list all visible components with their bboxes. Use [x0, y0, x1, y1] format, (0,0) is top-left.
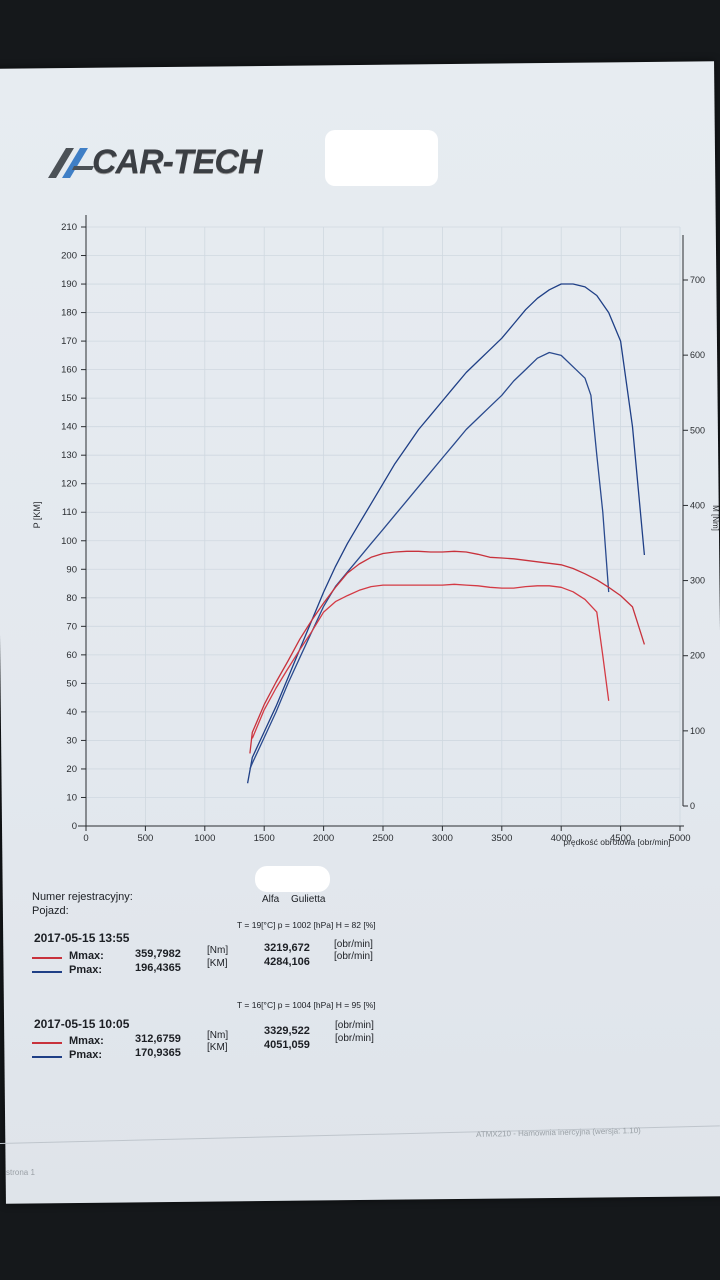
run2-mmax-unit: [Nm] — [207, 1030, 229, 1041]
y-axis-right-label: M [Nm] — [711, 505, 720, 531]
y-left-tick-label: 170 — [61, 336, 77, 347]
power-curve-1 — [246, 283, 646, 784]
y-left-tick-label: 160 — [61, 365, 77, 376]
car-tech-logo: CAR-TECH — [44, 143, 263, 182]
run2-mmax-rpm: 3329,522 — [264, 1025, 310, 1037]
x-tick-label: 500 — [137, 833, 153, 844]
y-left-tick-label: 200 — [61, 251, 77, 262]
run1-pmax-rpm: 4284,106 — [264, 956, 310, 968]
y-left-tick-label: 180 — [61, 308, 77, 319]
run1-pmax-rpm-unit: [obr/min] — [334, 951, 373, 962]
y-right-tick-label: 200 — [690, 651, 705, 661]
double-chevron-logo-icon — [48, 147, 94, 178]
power-legend-line — [32, 1056, 62, 1058]
y-left-tick-label: 40 — [66, 707, 77, 718]
run2-datetime: 2017-05-15 10:05 — [34, 1017, 130, 1031]
torque-legend-line — [32, 1042, 62, 1044]
y-left-tick-label: 70 — [66, 621, 77, 632]
y-right-tick-label: 0 — [690, 801, 695, 811]
y-right-tick-label: 600 — [690, 350, 705, 360]
y-left-tick-label: 100 — [61, 536, 77, 547]
y-axis-left-label: P [KM] — [32, 502, 42, 529]
power-curve-2 — [249, 351, 610, 770]
run2-pmax-label: Pmax: — [69, 1049, 103, 1061]
x-tick-label: 0 — [83, 833, 88, 844]
run1-pmax-label: Pmax: — [69, 964, 103, 976]
vehicle-model: Gulietta — [291, 894, 326, 905]
x-tick-label: 3000 — [432, 833, 453, 844]
y-left-tick-label: 60 — [66, 650, 77, 661]
redaction-mark — [325, 130, 438, 186]
y-left-tick-label: 50 — [66, 678, 77, 689]
x-tick-label: 5000 — [669, 833, 690, 844]
redaction-mark — [255, 866, 330, 892]
y-left-tick-label: 20 — [66, 764, 77, 775]
y-left-tick-label: 140 — [61, 422, 77, 433]
torque-curve-3 — [249, 550, 646, 754]
x-tick-label: 4000 — [551, 833, 572, 844]
y-left-tick-label: 30 — [66, 735, 77, 746]
registration-label: Numer rejestracyjny: — [32, 891, 133, 903]
run2-pmax-rpm: 4051,059 — [264, 1039, 310, 1051]
y-left-tick-label: 210 — [61, 222, 77, 233]
torque-legend-line — [32, 957, 62, 959]
x-tick-label: 2500 — [372, 833, 393, 844]
x-tick-label: 1000 — [194, 833, 215, 844]
vehicle-label: Pojazd: — [32, 905, 69, 917]
y-left-tick-label: 80 — [66, 593, 77, 604]
y-right-tick-label: 300 — [690, 576, 705, 586]
run1-pmax-unit: [KM] — [207, 958, 228, 969]
x-tick-label: 4500 — [610, 833, 631, 844]
run2-mmax-value: 312,6759 — [135, 1033, 181, 1045]
page-number: strona 1 — [6, 1168, 35, 1177]
y-left-tick-label: 190 — [61, 279, 77, 290]
run1-mmax-unit: [Nm] — [207, 945, 229, 956]
logo-text: CAR-TECH — [92, 143, 263, 181]
torque-curve-4 — [251, 583, 610, 739]
run2-conditions: T = 16[°C] p = 1004 [hPa] H = 95 [%] — [237, 1000, 376, 1010]
x-tick-label: 1500 — [254, 833, 275, 844]
run1-mmax-rpm-unit: [obr/min] — [334, 939, 373, 950]
y-left-tick-label: 110 — [62, 507, 77, 518]
y-left-tick-label: 90 — [66, 564, 77, 575]
y-left-tick-label: 130 — [61, 450, 77, 461]
y-right-tick-label: 500 — [690, 425, 705, 435]
run2-pmax-value: 170,9365 — [135, 1047, 181, 1059]
y-left-tick-label: 10 — [66, 792, 77, 803]
run2-mmax-label: Mmax: — [69, 1035, 104, 1047]
run2-pmax-rpm-unit: [obr/min] — [335, 1033, 374, 1044]
y-left-tick-label: 120 — [61, 479, 77, 490]
y-right-tick-label: 400 — [690, 500, 705, 510]
x-tick-label: 2000 — [313, 833, 334, 844]
run1-mmax-label: Mmax: — [69, 950, 104, 962]
y-right-tick-label: 700 — [690, 275, 705, 285]
power-legend-line — [32, 971, 62, 973]
run1-mmax-value: 359,7982 — [135, 948, 181, 960]
vehicle-make: Alfa — [262, 894, 280, 905]
run1-pmax-value: 196,4365 — [135, 962, 181, 974]
run1-conditions: T = 19[°C] p = 1002 [hPa] H = 82 [%] — [237, 920, 376, 930]
y-right-tick-label: 100 — [690, 726, 705, 736]
x-tick-label: 3500 — [491, 833, 512, 844]
run2-pmax-unit: [KM] — [207, 1042, 228, 1053]
run2-mmax-rpm-unit: [obr/min] — [335, 1020, 374, 1031]
y-left-tick-label: 0 — [72, 821, 77, 832]
y-left-tick-label: 150 — [61, 393, 77, 404]
x-axis-label: prędkość obrotowa [obr/min] — [563, 837, 670, 847]
dyno-chart: 0 10 20 30 40 50 60 70 80 90 100 110 120 130 140 150 160… — [32, 215, 720, 847]
run1-mmax-rpm: 3219,672 — [264, 942, 310, 954]
run1-datetime: 2017-05-15 13:55 — [34, 931, 130, 945]
